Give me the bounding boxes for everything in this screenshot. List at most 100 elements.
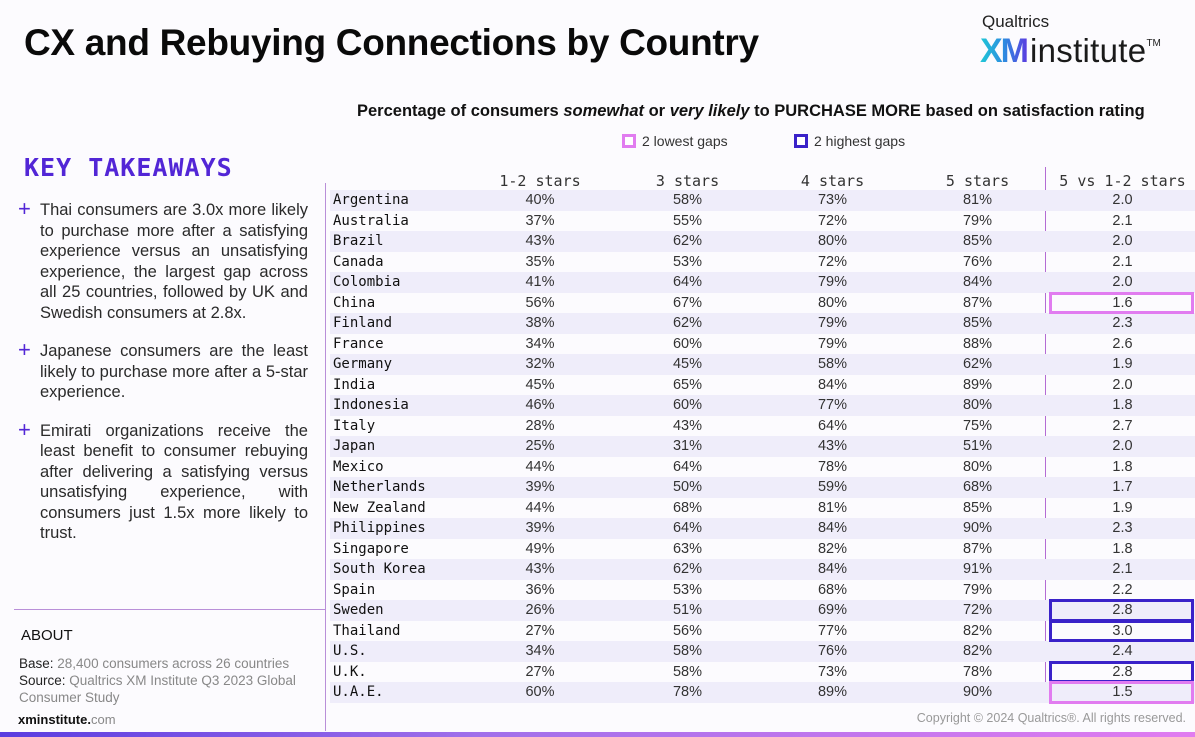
cell-3-stars: 58% xyxy=(672,663,703,680)
cell-4-stars: 77% xyxy=(817,622,848,639)
country-cell: Germany xyxy=(333,356,393,373)
cell-3-stars: 68% xyxy=(672,499,703,516)
cell-3-stars: 53% xyxy=(672,253,703,270)
xm-institute-logo: Qualtrics XMinstituteTM xyxy=(980,12,1161,71)
country-cell: India xyxy=(333,376,376,393)
country-cell: Italy xyxy=(333,417,376,434)
cell-ratio: 2.3 xyxy=(1112,315,1133,331)
cell-1-2-stars: 44% xyxy=(525,499,555,516)
logo-trademark: TM xyxy=(1146,38,1161,49)
legend-lowest-gaps: 2 lowest gaps xyxy=(622,133,728,149)
cell-4-stars: 69% xyxy=(817,602,848,619)
cell-4-stars: 79% xyxy=(817,315,848,332)
table-row: Italy 28% 43% 64% 75% 2.7 xyxy=(330,416,1195,437)
cell-3-stars: 64% xyxy=(672,520,703,537)
table-row: Finland 38% 62% 79% 85% 2.3 xyxy=(330,313,1195,334)
table-row: India 45% 65% 84% 89% 2.0 xyxy=(330,375,1195,396)
cell-3-stars: 78% xyxy=(672,684,703,701)
table-row: U.S. 34% 58% 76% 82% 2.4 xyxy=(330,641,1195,662)
cell-ratio: 2.1 xyxy=(1112,253,1133,270)
country-cell: Argentina xyxy=(333,192,409,209)
site-link[interactable]: xminstitute.com xyxy=(18,712,116,727)
legend-label: 2 lowest gaps xyxy=(642,133,728,149)
cell-1-2-stars: 39% xyxy=(525,520,555,537)
cell-3-stars: 31% xyxy=(672,438,703,455)
cell-5-stars: 81% xyxy=(962,192,993,209)
cell-5-stars: 90% xyxy=(962,684,993,701)
cell-5-stars: 84% xyxy=(962,274,993,291)
cell-ratio: 2.8 xyxy=(1049,660,1195,683)
cell-3-stars: 64% xyxy=(672,274,703,291)
cell-3-stars: 62% xyxy=(672,561,703,578)
source-value: Qualtrics XM Institute Q3 2023 Global Co… xyxy=(19,673,296,705)
base-label: Base: xyxy=(19,656,54,671)
table-row: Singapore 49% 63% 82% 87% 1.8 xyxy=(330,539,1195,560)
cell-1-2-stars: 27% xyxy=(525,622,555,639)
cell-4-stars: 68% xyxy=(817,581,848,598)
cell-4-stars: 84% xyxy=(817,520,848,537)
country-cell: Canada xyxy=(333,253,384,270)
cell-ratio: 1.7 xyxy=(1112,479,1133,495)
cell-4-stars: 79% xyxy=(817,274,848,291)
takeaway-item: + Japanese consumers are the least likel… xyxy=(18,337,308,403)
cell-5-stars: 80% xyxy=(962,397,993,414)
cell-1-2-stars: 43% xyxy=(525,233,555,250)
cell-ratio: 2.2 xyxy=(1112,581,1133,598)
cell-3-stars: 67% xyxy=(672,294,703,311)
cell-5-stars: 80% xyxy=(962,458,993,475)
key-takeaways-heading: KEY TAKEAWAYS xyxy=(24,153,233,182)
cell-4-stars: 73% xyxy=(817,192,848,209)
data-table: 1-2 stars 3 stars 4 stars 5 stars 5 vs 1… xyxy=(330,168,1195,703)
cell-3-stars: 56% xyxy=(672,622,703,639)
header-3-stars: 3 stars xyxy=(655,172,720,190)
cell-5-stars: 85% xyxy=(962,315,993,332)
table-row: Brazil 43% 62% 80% 85% 2.0 xyxy=(330,231,1195,252)
table-row: Indonesia 46% 60% 77% 80% 1.8 xyxy=(330,395,1195,416)
cell-3-stars: 58% xyxy=(672,192,703,209)
table-row: Colombia 41% 64% 79% 84% 2.0 xyxy=(330,272,1195,293)
table-body: Argentina 40% 58% 73% 81% 2.0 Australia 37% 55% 7… xyxy=(330,190,1195,703)
cell-ratio: 2.0 xyxy=(1112,438,1133,454)
cell-ratio: 2.1 xyxy=(1112,212,1133,229)
cell-1-2-stars: 37% xyxy=(525,212,555,229)
takeaway-text: Thai consumers are 3.0x more likely to p… xyxy=(40,201,308,322)
table-row: China 56% 67% 80% 87% 1.6 xyxy=(330,291,1195,314)
country-cell: France xyxy=(333,335,384,352)
table-row: Thailand 27% 56% 77% 82% 3.0 xyxy=(330,619,1195,642)
cell-ratio: 1.8 xyxy=(1112,458,1133,475)
cell-ratio: 1.9 xyxy=(1112,356,1133,372)
table-row: Philippines 39% 64% 84% 90% 2.3 xyxy=(330,518,1195,539)
bottom-gradient-bar xyxy=(0,732,1195,737)
cell-3-stars: 55% xyxy=(672,212,703,229)
country-cell: Singapore xyxy=(333,540,409,557)
takeaways-list: + Thai consumers are 3.0x more likely to… xyxy=(18,198,308,562)
cell-ratio: 2.7 xyxy=(1112,417,1133,434)
plus-icon: + xyxy=(18,337,31,362)
country-cell: Netherlands xyxy=(333,479,426,496)
cell-5-stars: 87% xyxy=(962,540,993,557)
country-cell: Sweden xyxy=(333,602,384,619)
cell-5-stars: 82% xyxy=(962,622,993,639)
cell-3-stars: 58% xyxy=(672,643,703,660)
takeaway-text: Japanese consumers are the least likely … xyxy=(40,342,308,401)
subtitle-part: Percentage of consumers xyxy=(357,102,564,120)
cell-5-stars: 68% xyxy=(962,479,993,496)
sidebar-divider xyxy=(325,183,326,731)
cell-4-stars: 72% xyxy=(817,253,848,270)
cell-4-stars: 78% xyxy=(817,458,848,475)
table-row: Germany 32% 45% 58% 62% 1.9 xyxy=(330,354,1195,375)
cell-1-2-stars: 28% xyxy=(525,417,555,434)
cell-5-stars: 75% xyxy=(962,417,993,434)
cell-1-2-stars: 27% xyxy=(525,663,555,680)
cell-3-stars: 62% xyxy=(672,315,703,332)
cell-ratio: 1.9 xyxy=(1112,499,1133,516)
cell-ratio: 2.0 xyxy=(1112,192,1133,208)
table-header: 1-2 stars 3 stars 4 stars 5 stars 5 vs 1… xyxy=(330,168,1195,190)
cell-1-2-stars: 36% xyxy=(525,581,555,598)
cell-5-stars: 79% xyxy=(962,581,993,598)
cell-4-stars: 80% xyxy=(817,233,848,250)
table-row: Japan 25% 31% 43% 51% 2.0 xyxy=(330,436,1195,457)
cell-ratio: 2.1 xyxy=(1112,561,1133,577)
cell-1-2-stars: 56% xyxy=(525,294,555,311)
cell-ratio: 3.0 xyxy=(1049,619,1195,642)
